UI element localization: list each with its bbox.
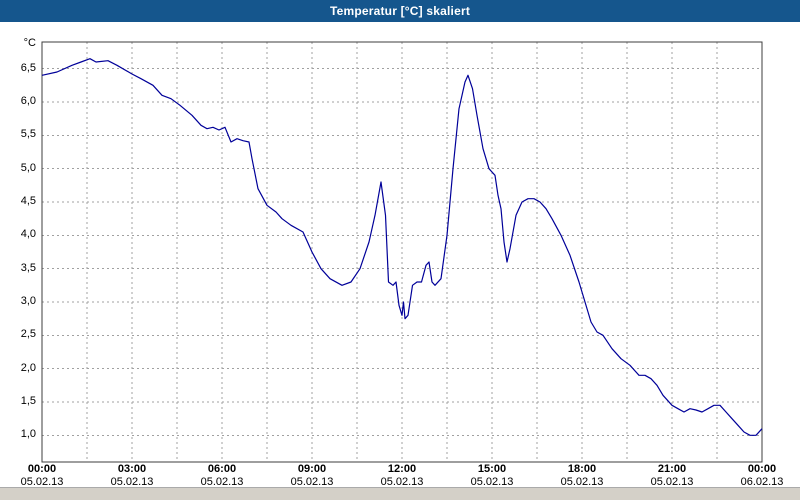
y-tick-label: 2,0 (20, 361, 36, 374)
x-tick-time-label: 00:00 (27, 463, 57, 475)
x-tick-time-label: 03:00 (117, 463, 147, 475)
x-tick-time-label: 15:00 (477, 463, 507, 475)
bottom-scroll-strip (0, 487, 800, 500)
x-tick-time-label: 18:00 (567, 463, 597, 475)
x-tick-date-label: 05.02.13 (290, 476, 334, 488)
y-tick-label: 3,0 (20, 295, 36, 307)
y-tick-label: 4,5 (20, 195, 36, 207)
x-tick-date-label: 05.02.13 (560, 476, 604, 488)
x-tick-date-label: 06.02.13 (740, 476, 784, 488)
y-tick-label: 2,5 (20, 328, 36, 341)
y-tick-label: 1,5 (20, 395, 36, 407)
x-tick-time-label: 09:00 (297, 463, 327, 475)
y-axis-unit-label: °C (23, 37, 36, 49)
x-tick-date-label: 05.02.13 (20, 476, 64, 488)
window-titlebar: Temperatur [°C] skaliert (0, 0, 800, 22)
y-tick-label: 1,0 (20, 428, 36, 441)
x-tick-date-label: 05.02.13 (380, 476, 424, 488)
x-tick-date-label: 05.02.13 (200, 476, 244, 488)
x-tick-date-label: 05.02.13 (650, 476, 694, 488)
x-tick-time-label: 21:00 (657, 463, 687, 475)
x-tick-time-label: 06:00 (207, 463, 237, 475)
y-tick-label: 4,0 (20, 228, 36, 241)
window-title: Temperatur [°C] skaliert (329, 4, 471, 18)
x-tick-time-label: 12:00 (387, 463, 417, 475)
y-tick-label: 6,5 (20, 61, 36, 74)
x-tick-time-label: 00:00 (747, 463, 777, 475)
y-tick-label: 3,5 (20, 261, 36, 274)
y-tick-label: 5,5 (20, 128, 36, 141)
y-tick-label: 6,0 (20, 95, 36, 107)
x-tick-date-label: 05.02.13 (110, 476, 154, 488)
y-tick-label: 5,0 (20, 161, 36, 174)
x-tick-date-label: 05.02.13 (470, 476, 514, 488)
